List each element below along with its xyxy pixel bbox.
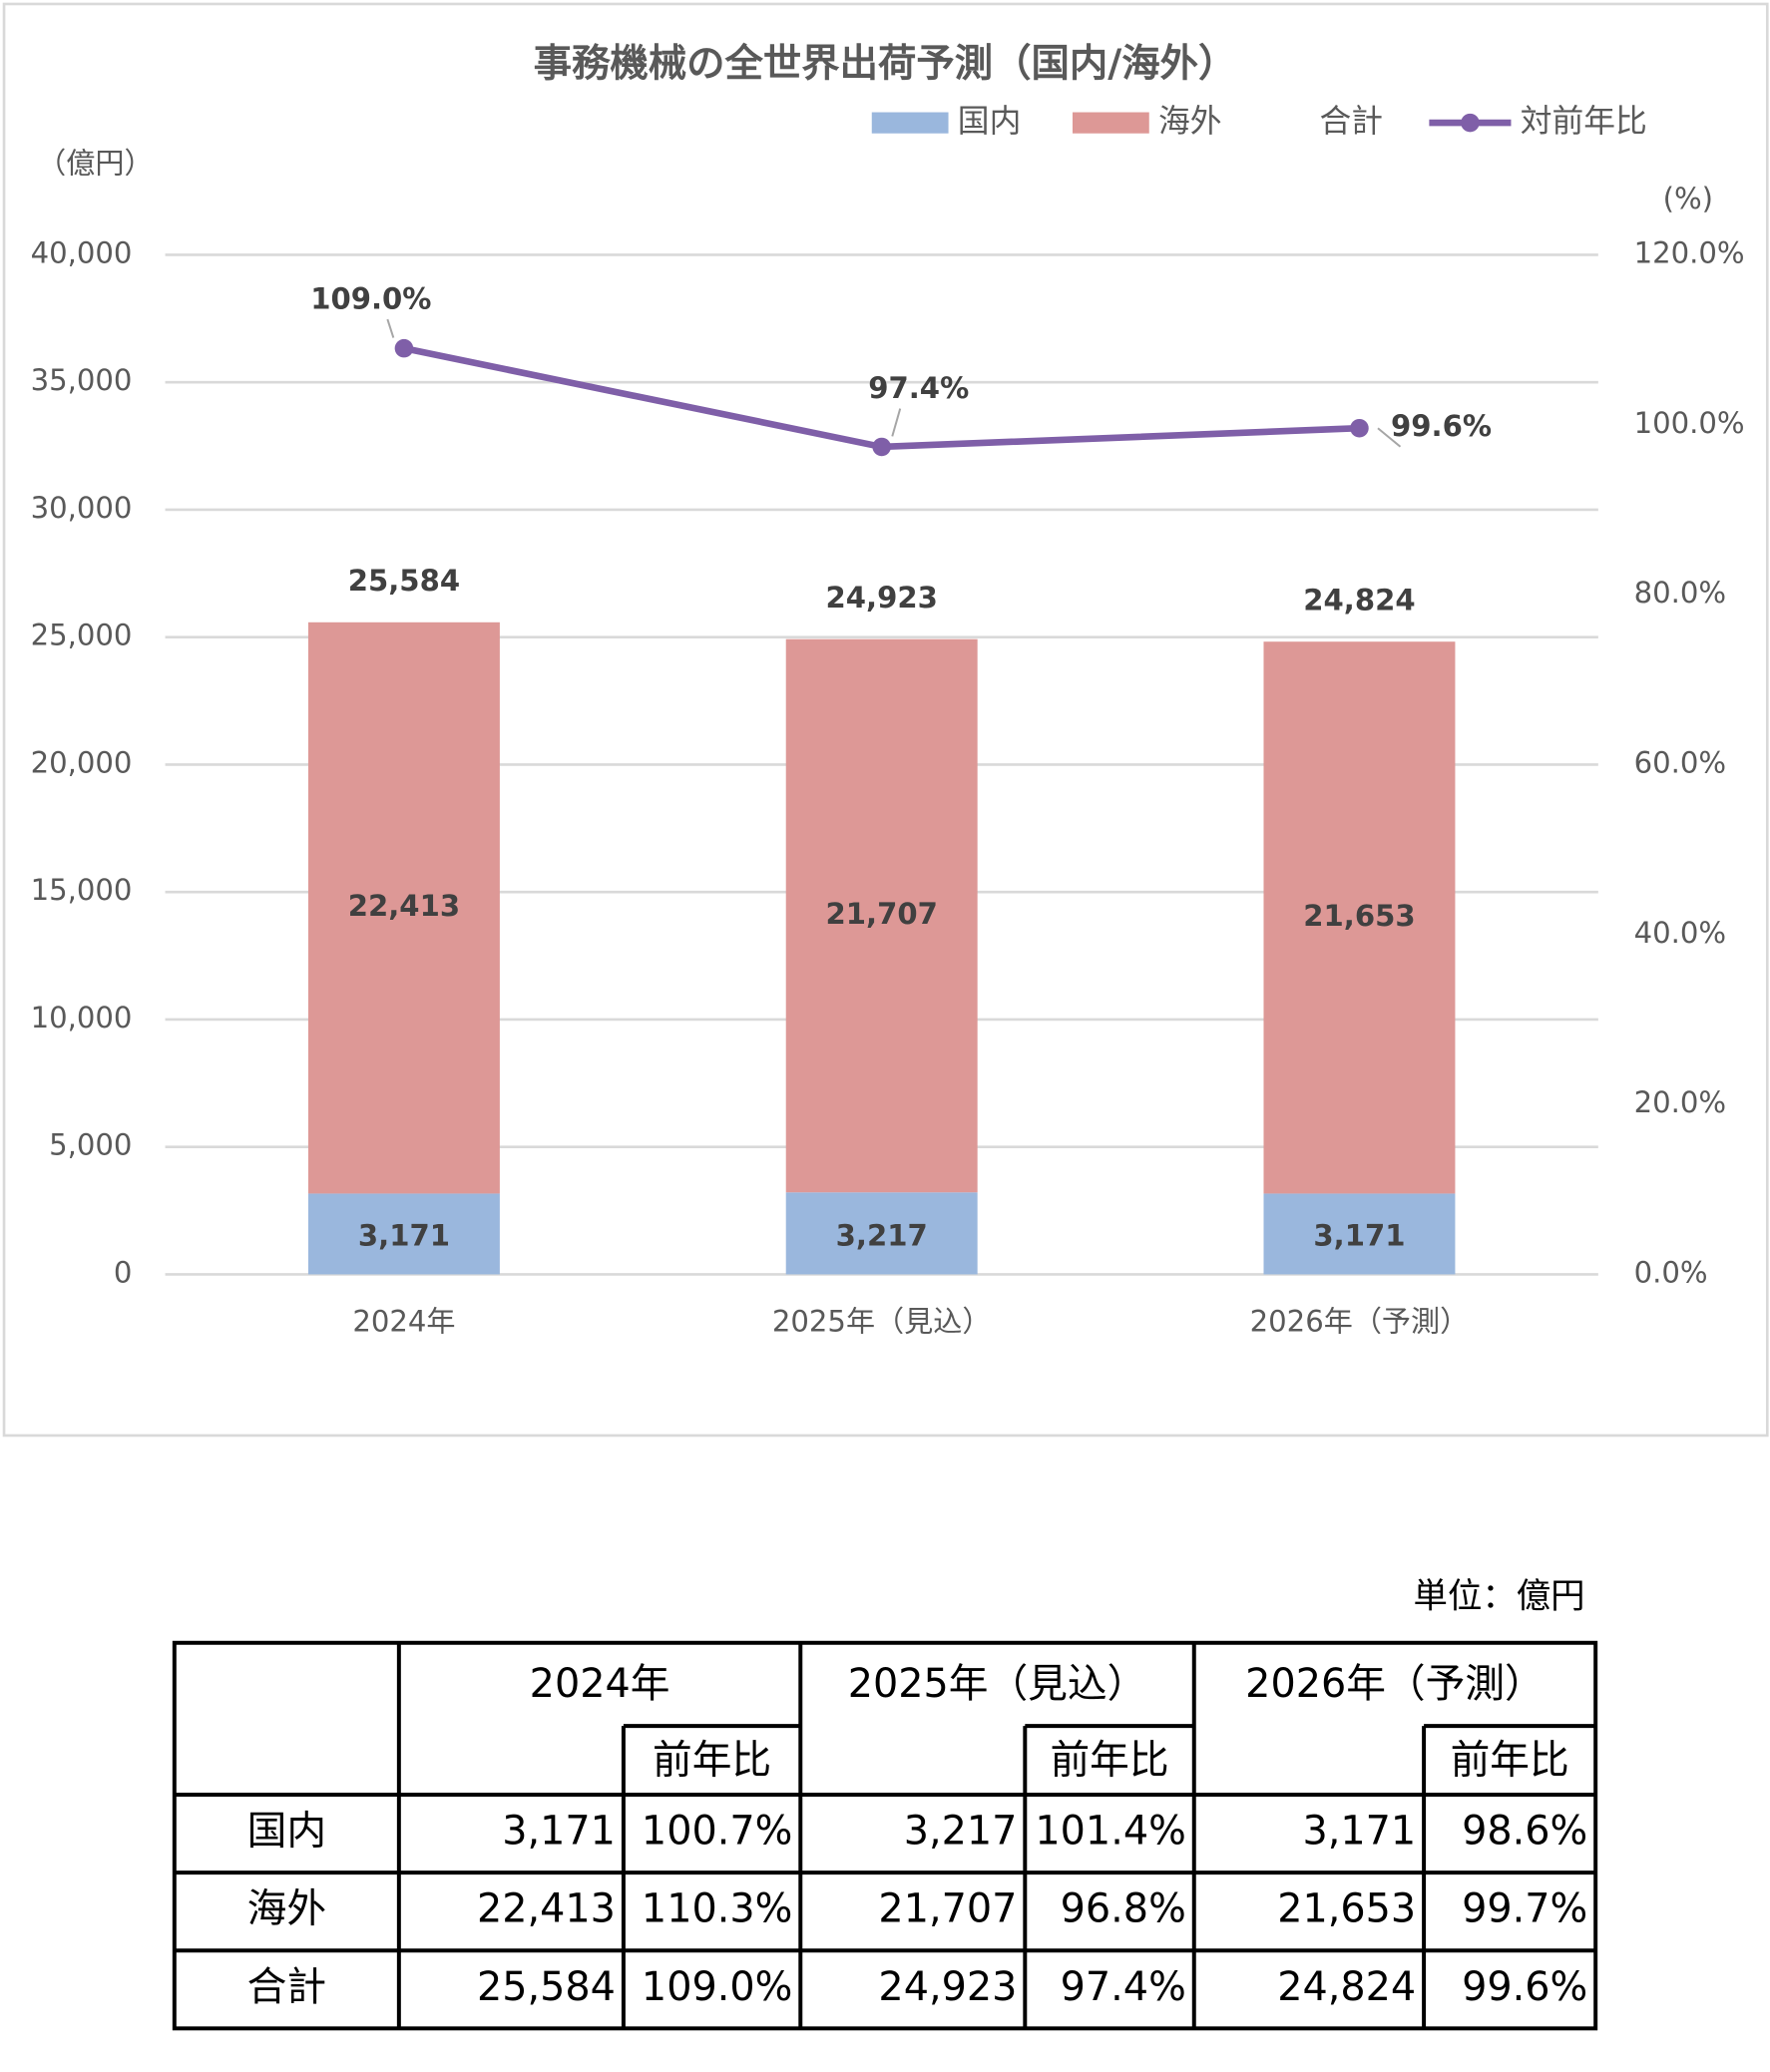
bar-segment <box>1263 1193 1456 1275</box>
y2-tick-label: 120.0% <box>1634 235 1745 269</box>
leader-line <box>1377 427 1402 448</box>
chart-title: 事務機械の全世界出荷予測（国内/海外） <box>534 42 1237 87</box>
total-label: 25,584 <box>348 564 460 598</box>
y-tick-label: 10,000 <box>31 1001 133 1035</box>
table-cell: 109.0% <box>642 1964 792 2010</box>
bar-segment <box>1263 641 1456 1194</box>
table-cell: 21,707 <box>878 1886 1017 1932</box>
y2-tick-label: 60.0% <box>1634 745 1726 779</box>
bar-segment <box>785 638 978 1193</box>
line-point <box>872 437 891 457</box>
legend-swatch <box>1072 112 1149 134</box>
y-tick-label: 5,000 <box>49 1128 132 1162</box>
line-value-label: 109.0% <box>310 282 431 316</box>
table-cell: 97.4% <box>1061 1964 1186 2010</box>
bar-segment <box>307 622 500 1194</box>
table-cell: 3,217 <box>904 1809 1018 1855</box>
table-cell: 24,923 <box>878 1964 1017 2010</box>
line-point <box>394 338 414 358</box>
bar-segment <box>307 1193 500 1275</box>
row-label: 国内 <box>247 1809 326 1855</box>
y-tick-label: 25,000 <box>31 619 133 652</box>
table-cell: 22,413 <box>477 1886 616 1932</box>
table-cell: 98.6% <box>1462 1809 1587 1855</box>
bar-segment <box>785 1192 978 1275</box>
total-label: 24,923 <box>826 581 938 615</box>
bar-value-label: 21,653 <box>1303 899 1415 933</box>
table-cell: 99.6% <box>1462 1964 1587 2010</box>
y-tick-label: 35,000 <box>31 363 133 397</box>
y2-tick-label: 0.0% <box>1634 1255 1708 1289</box>
legend-label: 国内 <box>958 104 1022 140</box>
bar-value-label: 21,707 <box>826 897 938 931</box>
table-subheader: 前年比 <box>1050 1738 1168 1784</box>
leader-line <box>386 318 395 338</box>
table-cell: 96.8% <box>1061 1886 1186 1932</box>
table-header: 2024年 <box>530 1661 670 1707</box>
legend-label: 合計 <box>1320 104 1384 140</box>
y-tick-label: 20,000 <box>31 745 133 779</box>
row-label: 合計 <box>247 1964 326 2010</box>
table-cell: 3,171 <box>1302 1809 1416 1855</box>
table-cell: 100.7% <box>642 1809 792 1855</box>
y2-axis-label: (%) <box>1663 182 1713 215</box>
table-unit: 単位：億円 <box>1414 1576 1585 1616</box>
y2-tick-label: 80.0% <box>1634 576 1726 610</box>
bar-value-label: 22,413 <box>348 889 460 923</box>
table-cell: 24,824 <box>1277 1964 1416 2010</box>
table-header: 2026年（予測） <box>1245 1661 1545 1707</box>
table-cell: 99.7% <box>1462 1886 1587 1932</box>
y2-tick-label: 40.0% <box>1634 916 1726 950</box>
x-tick-label: 2026年（予測） <box>1250 1304 1470 1338</box>
y2-tick-label: 100.0% <box>1634 406 1745 440</box>
legend-label: 対前年比 <box>1521 104 1647 140</box>
legend-swatch <box>871 112 949 134</box>
line-value-label: 97.4% <box>868 371 969 405</box>
line-value-label: 99.6% <box>1391 409 1492 443</box>
y-axis-label: （億円） <box>37 146 153 180</box>
legend-label: 海外 <box>1158 104 1222 140</box>
y-tick-label: 30,000 <box>31 491 133 525</box>
y-tick-label: 0 <box>114 1255 133 1289</box>
y-tick-label: 40,000 <box>31 235 133 269</box>
table-border <box>172 1640 1598 2031</box>
legend-marker <box>1461 113 1480 133</box>
table-cell: 101.4% <box>1035 1809 1185 1855</box>
table-header: 2025年（見込） <box>848 1661 1147 1707</box>
x-tick-label: 2025年（見込） <box>772 1304 992 1338</box>
table-cell: 25,584 <box>477 1964 616 2010</box>
table-cell: 110.3% <box>642 1886 792 1932</box>
table-cell: 21,653 <box>1277 1886 1416 1932</box>
table-subheader: 前年比 <box>1451 1738 1569 1784</box>
bar-value-label: 3,171 <box>1313 1218 1405 1252</box>
table-subheader: 前年比 <box>653 1738 771 1784</box>
x-tick-label: 2024年 <box>352 1304 455 1338</box>
y2-tick-label: 20.0% <box>1634 1085 1726 1119</box>
row-label: 海外 <box>247 1886 326 1932</box>
line-point <box>1350 418 1369 438</box>
bar-value-label: 3,217 <box>836 1218 928 1252</box>
table-cell: 3,171 <box>502 1809 616 1855</box>
leader-line <box>891 408 902 437</box>
y-tick-label: 15,000 <box>31 873 133 907</box>
total-label: 24,824 <box>1303 584 1415 618</box>
bar-value-label: 3,171 <box>358 1218 450 1252</box>
